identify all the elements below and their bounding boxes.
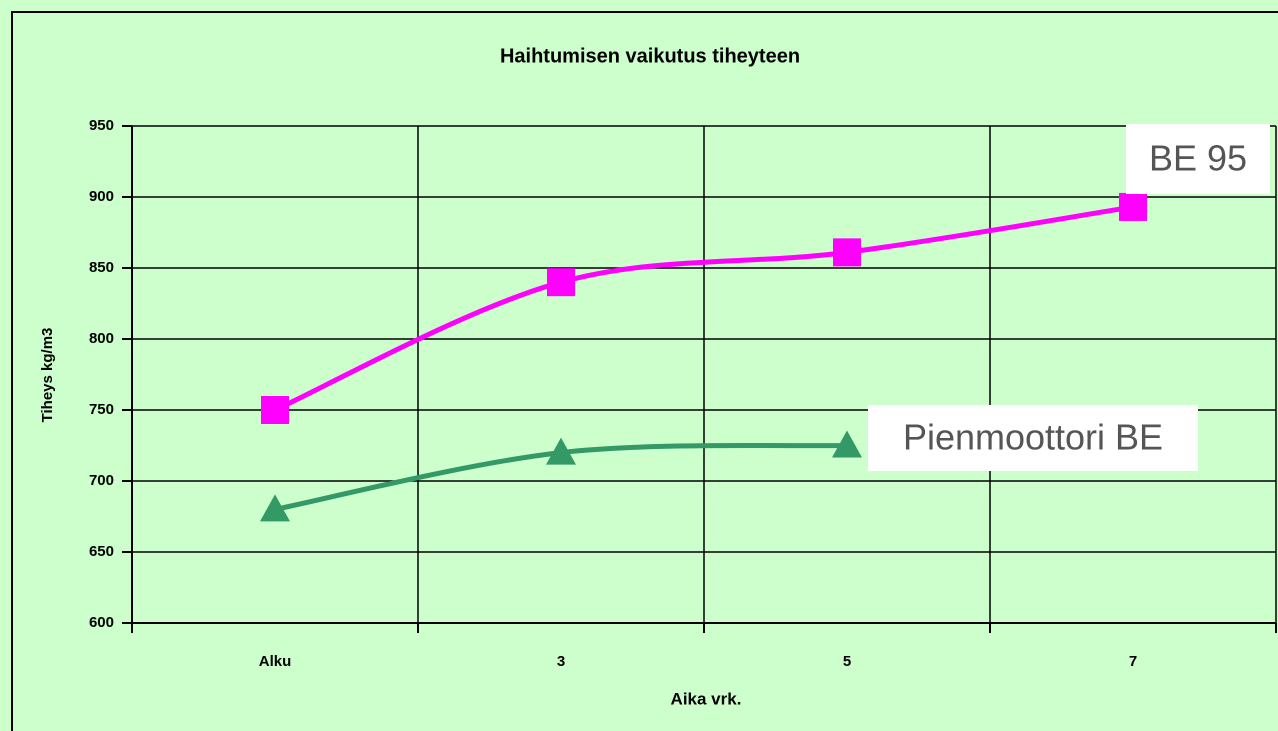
series-line	[273, 204, 1134, 413]
y-tick-label: 650	[89, 543, 114, 560]
series-label: Pienmoottori BE	[903, 417, 1163, 458]
y-axis-label: Tiheys kg/m3	[39, 328, 56, 423]
y-tick-label: 950	[89, 117, 114, 134]
y-tick-label: 600	[89, 614, 114, 631]
chart-title: Haihtumisen vaikutus tiheyteen	[500, 45, 800, 67]
marker	[546, 437, 576, 465]
chart-border	[11, 11, 1278, 731]
marker	[547, 268, 575, 297]
y-tick-label: 900	[89, 188, 114, 205]
marker	[1119, 192, 1147, 221]
x-axis-label: Aika vrk.	[671, 689, 742, 708]
x-tick-label: 7	[1129, 653, 1137, 670]
marker	[833, 238, 861, 267]
y-tick-label: 850	[89, 259, 114, 276]
y-tick-label: 700	[89, 472, 114, 489]
x-tick-label: 3	[557, 653, 565, 670]
series-label-box	[868, 405, 1198, 471]
marker	[261, 396, 289, 424]
series-label: BE 95	[1149, 138, 1247, 179]
series-label-box	[1126, 124, 1270, 194]
x-tick-label: 5	[843, 653, 851, 670]
y-tick-label: 800	[89, 330, 114, 347]
marker	[260, 494, 290, 522]
marker	[832, 430, 862, 458]
y-tick-label: 750	[89, 401, 114, 418]
x-tick-label: Alku	[259, 653, 292, 670]
